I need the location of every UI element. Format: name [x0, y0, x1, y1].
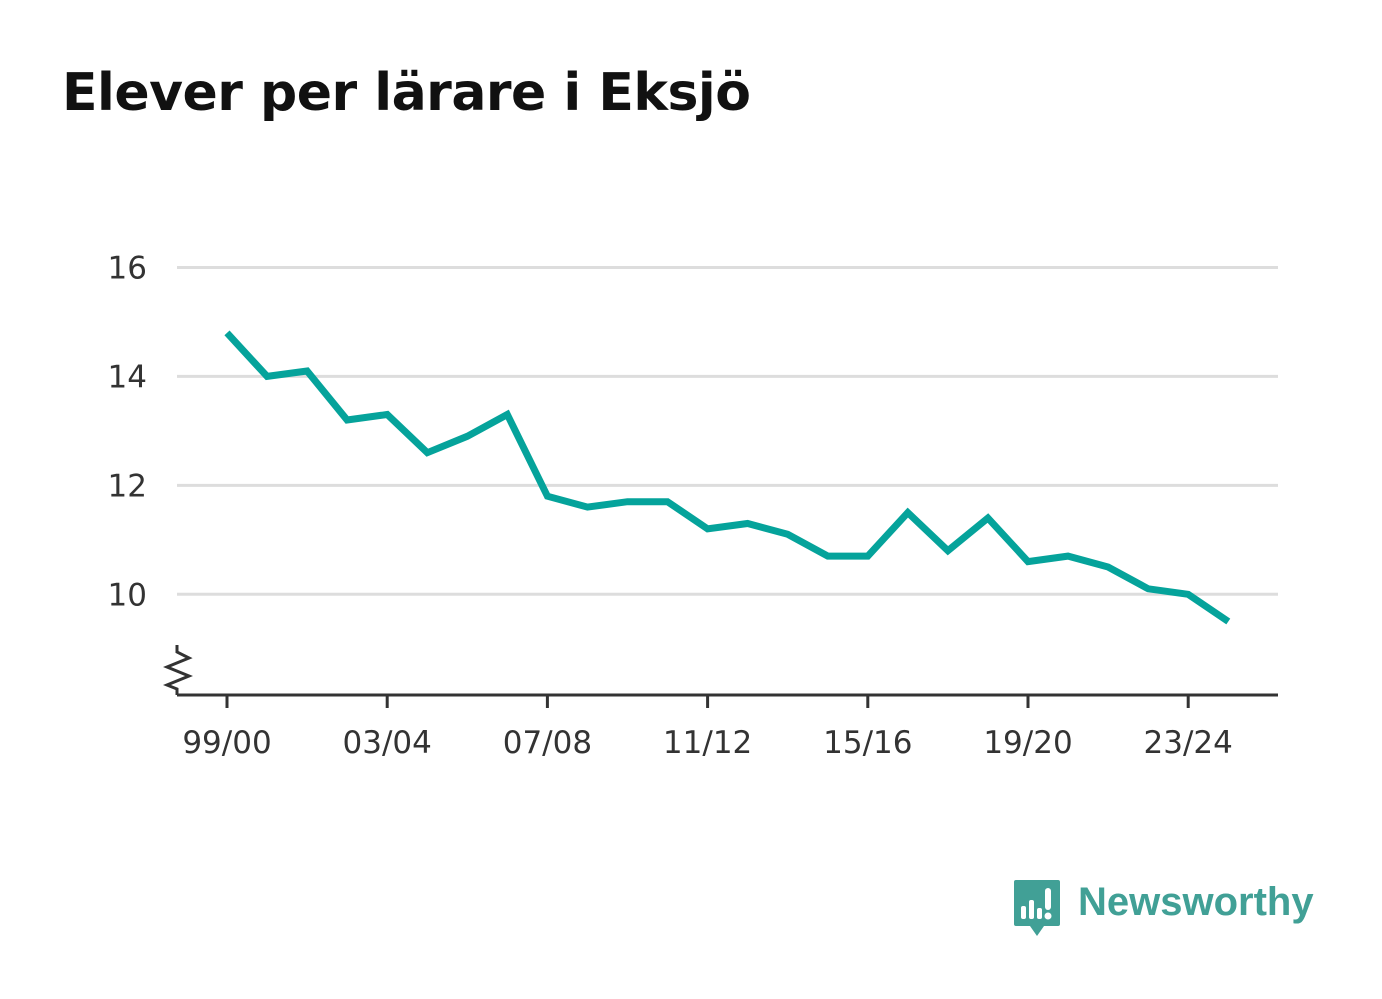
x-tick-label: 11/12 [663, 725, 752, 761]
x-tick-label: 07/08 [503, 725, 592, 761]
x-tick-label: 23/24 [1144, 725, 1233, 761]
x-axis-tick-labels: 99/00 03/04 07/08 11/12 15/16 19/20 23/24 [182, 725, 1233, 761]
y-axis-break-icon [163, 645, 193, 695]
x-tick-label: 99/00 [182, 725, 271, 761]
x-tick-label: 19/20 [983, 725, 1072, 761]
y-tick-label: 12 [108, 468, 147, 504]
brand-logo: Newsworthy [1012, 878, 1314, 940]
grid-lines [177, 266, 1278, 596]
brand-name: Newsworthy [1078, 880, 1314, 924]
newsworthy-logo-icon [1014, 880, 1060, 936]
y-axis-tick-labels: 10 12 14 16 [108, 251, 147, 614]
y-tick-label: 10 [108, 577, 147, 613]
series-line [224, 330, 1231, 625]
x-axis [163, 645, 1278, 708]
chart-title: Elever per lärare i Eksjö [62, 63, 751, 123]
y-tick-label: 16 [108, 251, 147, 287]
y-tick-label: 14 [108, 359, 147, 395]
x-tick-label: 03/04 [343, 725, 432, 761]
series-group [224, 330, 1231, 625]
x-tick-label: 15/16 [823, 725, 912, 761]
